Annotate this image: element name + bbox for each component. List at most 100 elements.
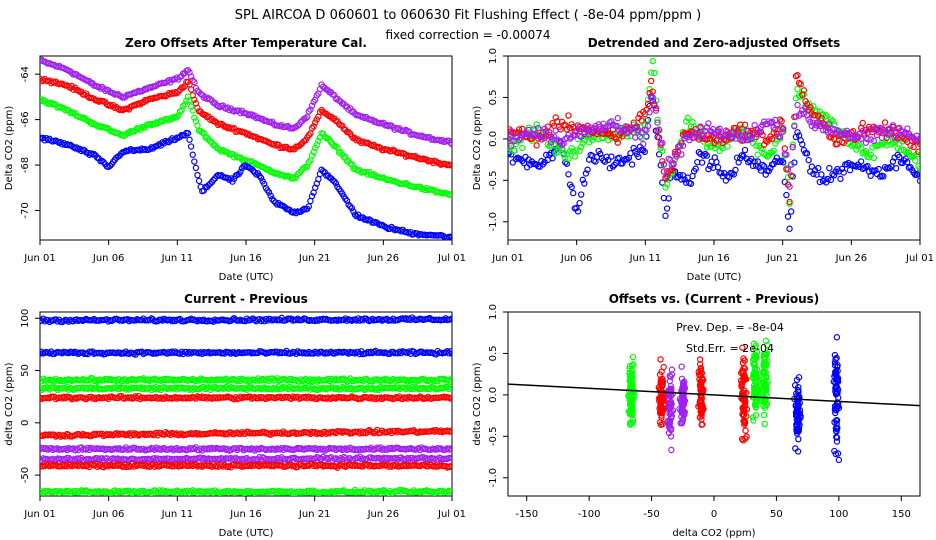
blue-point	[805, 156, 812, 164]
blue-point	[253, 171, 260, 178]
blue-point	[574, 208, 582, 215]
blue-point	[608, 153, 615, 160]
purple-point	[667, 403, 674, 410]
y-axis-label: delta CO2 (ppm)	[472, 362, 483, 445]
green-point	[789, 141, 796, 148]
red-point	[563, 126, 571, 133]
green-point	[555, 146, 563, 153]
x-tick-label: Jul 01	[437, 253, 466, 264]
purple-point	[896, 134, 903, 141]
purple-point	[714, 126, 722, 134]
green-point	[907, 152, 914, 160]
blue-point	[916, 177, 920, 185]
red-point	[179, 84, 187, 91]
blue-point	[261, 180, 268, 188]
blue-point	[248, 165, 255, 173]
purple-point	[547, 139, 555, 146]
green-point	[629, 419, 637, 426]
green-point	[565, 155, 572, 162]
purple-point	[678, 151, 685, 158]
blue-point	[803, 150, 811, 157]
panel-2: Detrended and Zero-adjusted OffsetsDate …	[472, 36, 934, 283]
purple-point	[697, 124, 704, 131]
blue-point	[568, 183, 575, 191]
data-points	[508, 334, 920, 464]
blue-point	[582, 170, 590, 177]
purple-point	[861, 132, 868, 139]
green-point	[630, 361, 637, 368]
green-point	[894, 145, 901, 152]
y-tick-label: -0.5	[488, 427, 499, 447]
y-tick-label: -1.0	[488, 468, 499, 488]
x-tick-label: 100	[829, 509, 848, 520]
x-tick-label: Jun 01	[491, 253, 524, 264]
purple-point	[792, 113, 800, 120]
purple-point	[667, 382, 675, 390]
red-point	[305, 131, 313, 139]
blue-point	[345, 201, 352, 208]
green-point	[770, 147, 777, 154]
red-point	[90, 95, 98, 103]
purple-point	[667, 425, 674, 433]
green-point	[916, 165, 920, 172]
purple-point	[660, 161, 668, 168]
green-point	[870, 154, 878, 162]
green-point	[626, 369, 634, 377]
x-axis-label: delta CO2 (ppm)	[672, 528, 755, 539]
blue-point	[332, 180, 340, 187]
x-tick-label: Jun 01	[23, 253, 56, 264]
blue-point	[767, 164, 774, 172]
blue-point	[257, 174, 265, 182]
blue-point	[846, 166, 854, 174]
green-point	[573, 147, 580, 154]
blue-point	[117, 150, 125, 157]
blue-point	[702, 150, 709, 158]
red-point	[794, 72, 801, 79]
purple-point	[402, 126, 410, 134]
blue-point	[695, 148, 703, 156]
y-tick-label: 0.0	[488, 387, 499, 403]
red-point	[859, 119, 866, 127]
x-tick-label: -150	[515, 509, 538, 520]
figure-title: SPL AIRCOA D 060601 to 060630 Fit Flushi…	[235, 8, 701, 23]
blue-point	[308, 192, 316, 200]
blue-point	[889, 158, 897, 165]
purple-point	[729, 134, 736, 141]
blue-point	[577, 191, 585, 198]
green-point	[560, 151, 567, 158]
blue-point	[630, 144, 637, 152]
blue-point	[808, 163, 816, 170]
purple-point	[787, 161, 795, 168]
red-point	[638, 117, 645, 124]
green-point	[447, 377, 452, 384]
x-tick-label: Jun 11	[161, 509, 194, 520]
purple-point	[756, 129, 763, 137]
y-tick-label: -66	[20, 111, 31, 127]
purple-point	[297, 118, 305, 126]
green-point	[822, 112, 830, 119]
y-tick-label: -68	[20, 157, 31, 173]
red-point	[915, 148, 920, 156]
purple-point	[679, 142, 687, 149]
red-point	[797, 80, 804, 88]
red-point	[800, 87, 808, 94]
blue-point	[778, 157, 785, 165]
blue-point	[106, 162, 114, 170]
blue-point	[191, 158, 198, 165]
green-point	[130, 128, 138, 135]
purple-point	[603, 124, 610, 131]
blue-point	[800, 146, 808, 154]
purple-point	[865, 126, 873, 133]
green-point	[533, 121, 540, 128]
purple-point	[700, 131, 707, 138]
purple-point	[768, 118, 776, 126]
purple-point	[302, 115, 309, 122]
blue-point	[816, 178, 823, 186]
red-point	[348, 133, 355, 140]
green-point	[566, 148, 574, 155]
red-point	[558, 118, 566, 126]
blue-point	[641, 148, 649, 156]
red-point	[448, 161, 452, 168]
red-point	[608, 132, 615, 140]
blue-point	[757, 167, 765, 174]
